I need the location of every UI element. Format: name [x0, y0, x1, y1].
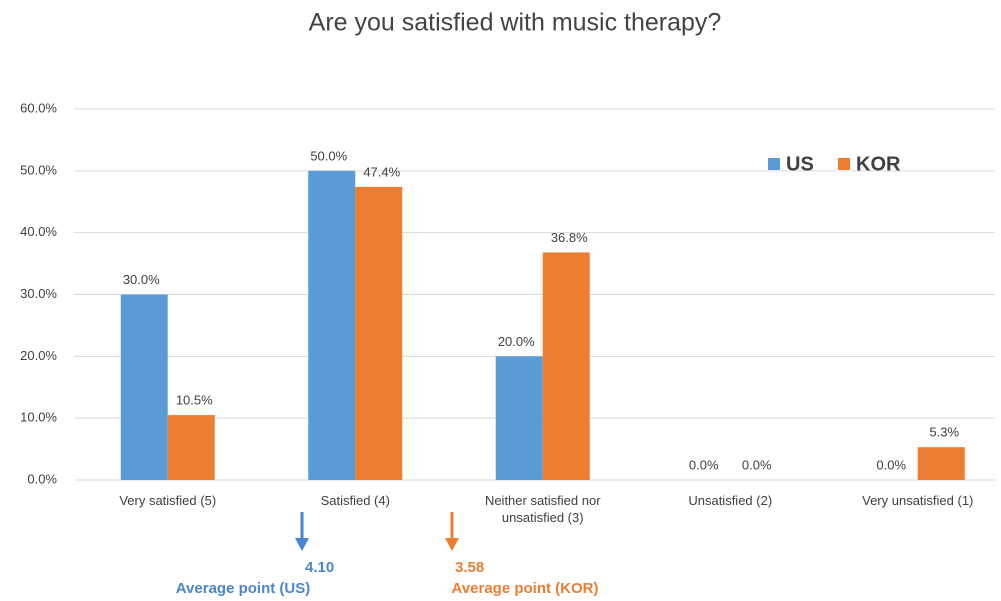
legend-label: KOR: [856, 153, 901, 175]
y-tick-label: 10.0%: [20, 410, 57, 425]
x-tick-label: Unsatisfied (2): [688, 493, 773, 508]
data-label: 5.3%: [929, 425, 959, 440]
arrow-head: [295, 538, 309, 551]
x-tick-label: Very satisfied (5): [119, 493, 217, 508]
data-label: 10.5%: [176, 393, 213, 408]
x-tick-label-box: Unsatisfied (2): [688, 493, 773, 508]
data-label: 0.0%: [876, 457, 906, 472]
annotation-value: 4.10: [305, 559, 334, 576]
legend-label: US: [786, 153, 814, 175]
x-tick-label-box: Very unsatisfied (1): [862, 493, 974, 508]
y-tick-label: 30.0%: [20, 286, 57, 301]
arrow-head: [445, 538, 459, 551]
x-tick-label: Satisfied (4): [320, 493, 390, 508]
annotation-value: 3.58: [455, 559, 484, 576]
bar: [355, 186, 403, 480]
x-tick-label-box: Neither satisfied nor unsatisfied (3): [484, 493, 601, 525]
data-label: 36.8%: [551, 230, 588, 245]
y-tick-label: 50.0%: [20, 162, 57, 177]
data-label: 0.0%: [742, 457, 772, 472]
bar: [495, 356, 543, 480]
annotation-label: Average point (KOR): [452, 580, 599, 597]
y-tick-label: 20.0%: [20, 348, 57, 363]
legend-swatch: [768, 158, 780, 170]
annotation-label: Average point (US): [176, 580, 310, 597]
bar: [308, 170, 356, 481]
data-label: 50.0%: [310, 148, 347, 163]
data-label: 47.4%: [363, 164, 400, 179]
bar: [120, 294, 168, 480]
y-tick-label: 0.0%: [27, 471, 57, 486]
x-tick-label-box: Very satisfied (5): [119, 493, 217, 508]
x-tick-label: Neither satisfied nor unsatisfied (3): [484, 493, 601, 525]
y-tick-label: 60.0%: [20, 100, 57, 115]
bar: [167, 415, 215, 480]
data-label: 20.0%: [498, 334, 535, 349]
y-tick-label: 40.0%: [20, 224, 57, 239]
chart-title: Are you satisfied with music therapy?: [309, 9, 722, 37]
data-label: 30.0%: [123, 272, 160, 287]
bar: [917, 447, 965, 480]
bar: [542, 252, 590, 480]
data-label: 0.0%: [689, 457, 719, 472]
x-tick-label: Very unsatisfied (1): [862, 493, 974, 508]
legend-swatch: [838, 158, 850, 170]
x-tick-label-box: Satisfied (4): [320, 493, 390, 508]
